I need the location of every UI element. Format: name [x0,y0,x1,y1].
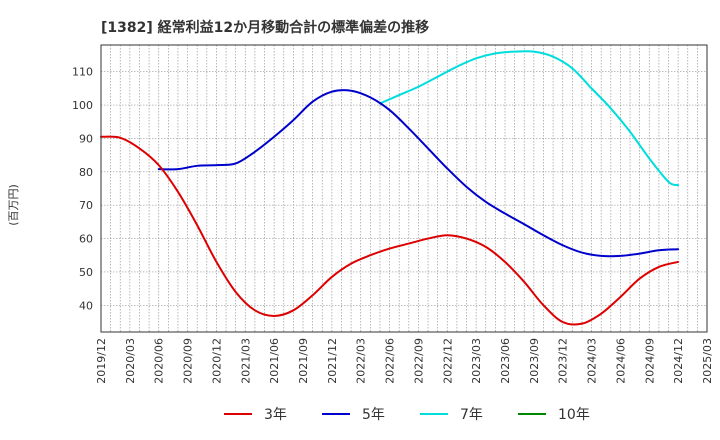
x-tick-label: 2022/09 [412,338,425,384]
x-tick-label: 2023/03 [470,338,483,384]
x-axis-ticks: 2019/12 2020/03 2020/06 2020/09 2020/12 2021/… [95,338,714,384]
x-tick-label: 2024/12 [672,338,685,384]
x-tick-label: 2023/12 [557,338,570,384]
series-line-2 [378,50,680,187]
x-tick-label: 2023/09 [528,338,541,384]
plot-border [100,44,708,333]
x-tick-label: 2020/09 [182,338,195,384]
x-tick-label: 2022/06 [384,338,397,384]
x-tick-label: 2021/12 [326,338,339,384]
x-tick-label: 2021/09 [297,338,310,384]
grid [101,45,707,332]
y-axis-label: (百万円) [7,184,20,226]
plot-area [101,45,707,332]
series-lines [100,50,680,326]
x-tick-label: 2022/12 [441,338,454,384]
y-tick-label: 110 [72,66,93,79]
legend: 3年 5年 7年 10年 [224,407,590,423]
x-tick-label: 2024/06 [614,338,627,384]
chart-title: [1382] 経常利益12か月移動合計の標準偏差の推移 [101,19,429,36]
y-tick-label: 40 [79,299,93,312]
y-tick-label: 60 [79,233,93,246]
y-tick-label: 100 [72,99,93,112]
legend-label: 5年 [362,407,385,423]
x-tick-label: 2020/06 [153,338,166,384]
legend-label: 7年 [460,407,483,423]
legend-label: 3年 [264,407,287,423]
y-axis-ticks: 40 50 60 70 80 90 100 110 [72,66,93,313]
series-line-0 [100,135,680,326]
x-tick-label: 2022/03 [355,338,368,384]
y-tick-label: 70 [79,199,93,212]
y-tick-label: 90 [79,132,93,145]
y-tick-label: 50 [79,266,93,279]
series-line-1 [157,89,680,258]
y-tick-label: 80 [79,166,93,179]
x-tick-label: 2019/12 [95,338,108,384]
x-tick-label: 2024/09 [643,338,656,384]
x-tick-label: 2020/03 [124,338,137,384]
x-tick-label: 2023/06 [499,338,512,384]
legend-label: 10年 [558,407,590,423]
x-tick-label: 2021/03 [239,338,252,384]
x-tick-label: 2020/12 [210,338,223,384]
x-tick-label: 2025/03 [701,338,714,384]
x-tick-label: 2024/03 [586,338,599,384]
x-tick-label: 2021/06 [268,338,281,384]
